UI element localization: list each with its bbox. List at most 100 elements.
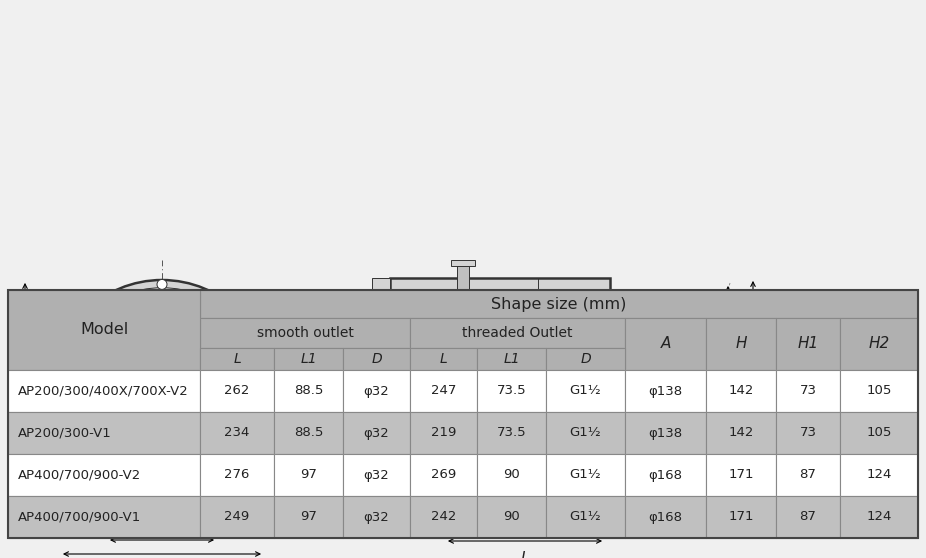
Bar — [776, 412, 840, 454]
Text: 105: 105 — [867, 426, 892, 440]
Bar — [8, 412, 200, 454]
Text: 97: 97 — [300, 469, 317, 482]
Bar — [477, 370, 546, 412]
Bar — [343, 496, 410, 538]
Text: H: H — [7, 382, 19, 397]
Text: 262: 262 — [224, 384, 250, 397]
Text: φ32: φ32 — [364, 384, 389, 397]
Circle shape — [248, 332, 258, 342]
Bar — [200, 318, 410, 348]
Bar — [672, 421, 686, 429]
Text: H2: H2 — [869, 336, 890, 352]
Text: φ138: φ138 — [648, 426, 682, 440]
Circle shape — [104, 341, 110, 349]
Bar — [200, 454, 274, 496]
Text: φ138: φ138 — [648, 384, 682, 397]
Text: φ32: φ32 — [364, 469, 389, 482]
Bar — [62, 506, 262, 520]
Text: L: L — [233, 352, 241, 366]
Text: 249: 249 — [224, 511, 250, 523]
Bar — [662, 386, 702, 431]
Text: 87: 87 — [799, 469, 817, 482]
Text: smooth outlet: smooth outlet — [257, 326, 354, 340]
Text: φ32: φ32 — [364, 426, 389, 440]
Text: 247: 247 — [431, 384, 457, 397]
Bar — [477, 454, 546, 496]
Text: 90: 90 — [503, 511, 519, 523]
Text: D: D — [736, 290, 746, 304]
Text: 105: 105 — [867, 384, 892, 397]
Bar — [200, 370, 274, 412]
Bar — [410, 370, 477, 412]
Circle shape — [214, 341, 220, 349]
Bar — [546, 412, 625, 454]
Circle shape — [52, 280, 272, 500]
Bar — [776, 318, 840, 370]
Circle shape — [158, 456, 166, 464]
Bar — [706, 454, 776, 496]
Bar — [274, 454, 343, 496]
Bar — [8, 496, 200, 538]
Polygon shape — [211, 469, 244, 494]
Bar — [640, 316, 662, 436]
Bar — [343, 348, 410, 370]
Bar — [445, 499, 481, 509]
Bar — [449, 332, 477, 344]
Text: 269: 269 — [431, 469, 457, 482]
Bar — [410, 348, 477, 370]
Bar — [274, 370, 343, 412]
Text: 124: 124 — [867, 511, 892, 523]
Bar — [546, 348, 625, 370]
Bar — [274, 496, 343, 538]
Bar — [477, 412, 546, 454]
Text: 73: 73 — [799, 426, 817, 440]
Text: D: D — [581, 352, 591, 366]
Text: Model: Model — [80, 323, 128, 338]
Text: 219: 219 — [431, 426, 457, 440]
Text: 90: 90 — [152, 517, 171, 532]
Bar — [410, 496, 477, 538]
Text: 90: 90 — [503, 469, 519, 482]
Circle shape — [214, 416, 220, 424]
Bar — [8, 290, 918, 538]
Bar — [468, 491, 552, 503]
Bar — [372, 278, 390, 290]
Text: 62: 62 — [444, 500, 464, 515]
Bar — [200, 412, 274, 454]
Bar — [702, 328, 720, 356]
Bar — [445, 473, 605, 487]
Circle shape — [66, 438, 76, 448]
Text: 73.5: 73.5 — [496, 384, 526, 397]
Bar — [390, 278, 610, 473]
Bar — [142, 508, 182, 518]
Text: AP400/700/900-V2: AP400/700/900-V2 — [18, 469, 142, 482]
Text: L1: L1 — [503, 352, 519, 366]
Bar — [457, 266, 469, 503]
Text: 171: 171 — [728, 511, 754, 523]
Text: G1½: G1½ — [569, 384, 601, 397]
Bar — [706, 496, 776, 538]
Bar — [625, 318, 706, 370]
Bar — [274, 348, 343, 370]
Text: φ32: φ32 — [364, 511, 389, 523]
Text: G1½: G1½ — [569, 469, 601, 482]
Bar — [449, 412, 477, 424]
Bar — [451, 260, 475, 266]
Text: 276: 276 — [224, 469, 250, 482]
Bar — [840, 318, 918, 370]
Bar — [274, 412, 343, 454]
Bar — [343, 412, 410, 454]
Bar — [477, 496, 546, 538]
Text: 73: 73 — [799, 384, 817, 397]
Bar — [706, 370, 776, 412]
Bar — [410, 412, 477, 454]
Bar — [410, 318, 625, 348]
Bar — [460, 487, 560, 507]
Circle shape — [104, 416, 110, 424]
Bar — [706, 412, 776, 454]
Bar — [776, 370, 840, 412]
Text: Shape size (mm): Shape size (mm) — [492, 296, 627, 311]
Text: A: A — [660, 336, 670, 352]
Bar — [840, 412, 918, 454]
Circle shape — [123, 352, 201, 429]
